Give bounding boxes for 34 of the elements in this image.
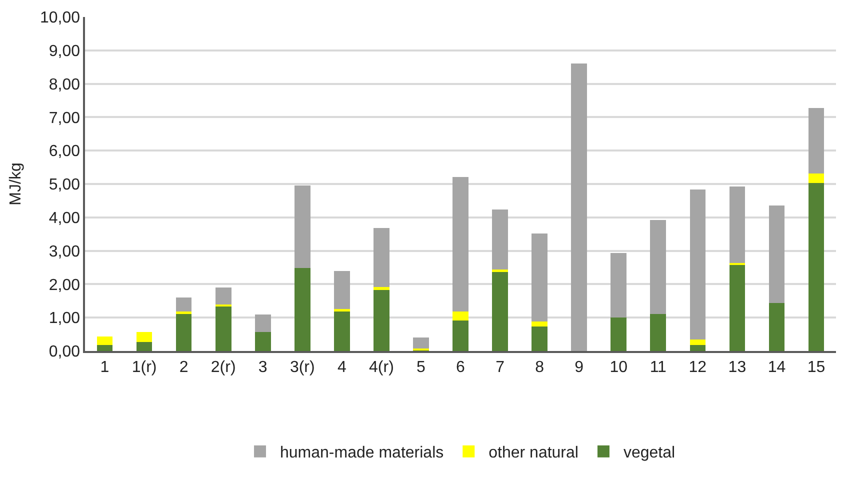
y-tick-label: 3,00 [48, 243, 80, 260]
x-tick-label: 1(r) [132, 358, 157, 376]
legend-label: other natural [488, 444, 578, 462]
x-tick-label: 5 [416, 358, 426, 376]
x-tick-label: 12 [688, 358, 707, 376]
x-tick-label: 10 [610, 358, 628, 376]
y-axis-title: MJ/kg [7, 162, 24, 206]
x-tick-label: 11 [650, 358, 667, 376]
x-tick-label: 9 [574, 358, 584, 376]
y-tick-label: 5,00 [48, 176, 80, 194]
x-tick-label: 1 [100, 358, 110, 376]
legend-label: vegetal [623, 444, 676, 462]
y-tick-label: 8,00 [48, 76, 80, 94]
legend-label: human-made materials [280, 444, 444, 462]
y-tick-label: 9,00 [48, 43, 80, 60]
x-tick-label: 4 [337, 358, 346, 376]
y-tick-label: 1,00 [48, 310, 80, 328]
x-tick-label: 4(r) [369, 358, 394, 376]
x-tick-label: 13 [728, 358, 746, 376]
x-tick-label: 6 [456, 358, 466, 376]
y-tick-label: 4,00 [48, 210, 80, 227]
x-tick-label: 2(r) [210, 358, 236, 376]
y-tick-label: 0,00 [48, 344, 80, 361]
x-tick-label: 14 [768, 358, 786, 376]
x-tick-label: 3 [258, 358, 268, 376]
x-tick-label: 2 [179, 358, 188, 376]
y-tick-label: 7,00 [48, 110, 80, 127]
x-tick-label: 8 [535, 358, 544, 376]
x-tick-label: 3(r) [290, 358, 315, 376]
x-tick-label: 15 [807, 358, 826, 376]
y-tick-label: 2,00 [48, 276, 80, 294]
y-tick-label: 6,00 [48, 143, 80, 160]
y-tick-label: 10,00 [40, 10, 80, 27]
x-tick-label: 7 [496, 358, 505, 376]
